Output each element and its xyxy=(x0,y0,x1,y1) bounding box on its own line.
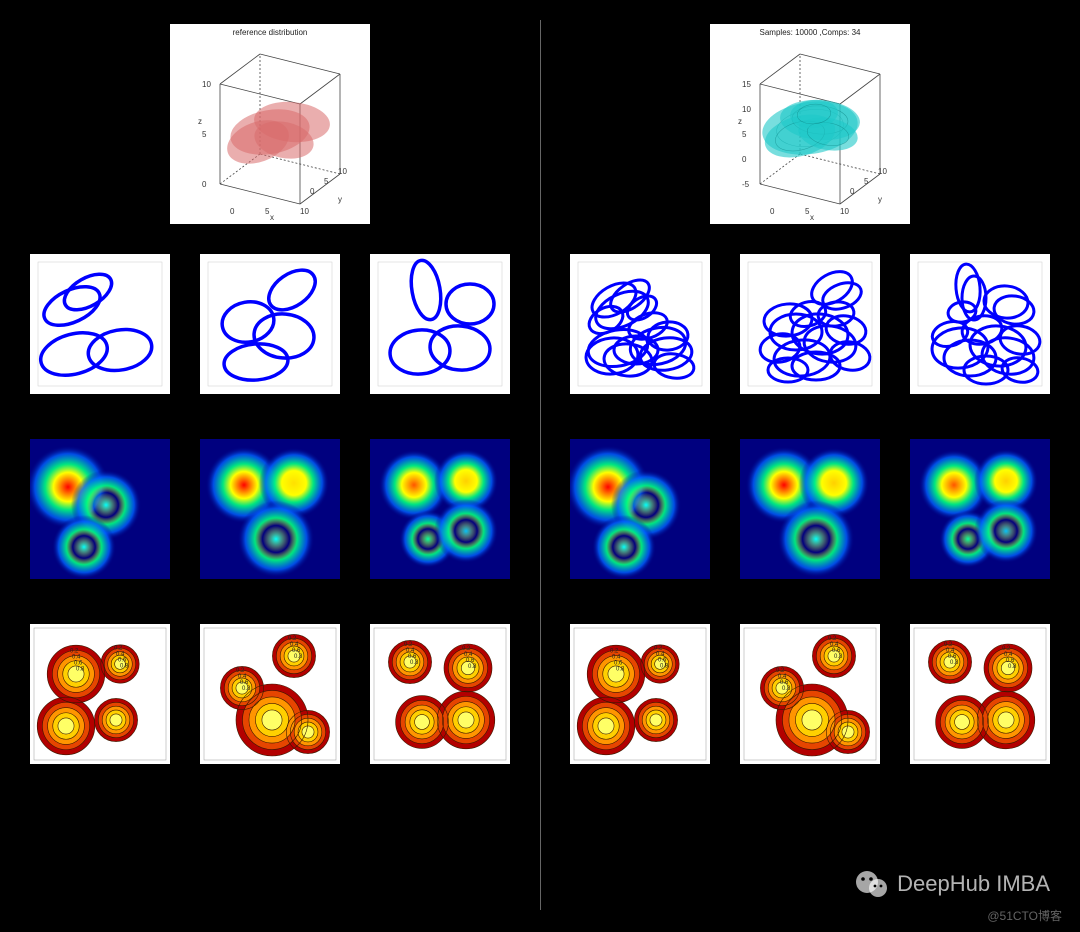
right-hero-container: Samples: 10000 ,Comps: 34 xyz-5051015051… xyxy=(710,24,910,234)
right-hero-3d: Samples: 10000 ,Comps: 34 xyz-5051015051… xyxy=(710,24,910,224)
left-ellipse-row xyxy=(0,254,540,394)
right-heatmap-row xyxy=(540,439,1080,579)
left-contour-row: 0.20.40.60.80.20.40.60.80.20.40.60.80.20… xyxy=(0,624,540,764)
svg-text:0.8: 0.8 xyxy=(834,654,843,660)
right-ellipse-cell-1 xyxy=(740,254,880,394)
left-ellipse-cell-2 xyxy=(370,254,510,394)
svg-text:x: x xyxy=(810,213,814,222)
left-heatmap-cell-2 xyxy=(370,439,510,579)
left-ellipse-cell-0 xyxy=(30,254,170,394)
svg-text:0.8: 0.8 xyxy=(1008,664,1017,670)
svg-text:x: x xyxy=(270,213,274,222)
left-heatmap-cell-1 xyxy=(200,439,340,579)
right-ellipse-cell-2 xyxy=(910,254,1050,394)
svg-text:5: 5 xyxy=(864,177,869,186)
right-panel: Samples: 10000 ,Comps: 34 xyz-5051015051… xyxy=(540,0,1080,932)
left-panel: reference distribution xyz051005100510 0… xyxy=(0,0,540,932)
svg-text:0.8: 0.8 xyxy=(120,664,129,670)
svg-text:0.8: 0.8 xyxy=(242,686,251,692)
svg-text:0.8: 0.8 xyxy=(294,654,303,660)
left-contour-cell-2: 0.20.40.60.80.20.40.60.8 xyxy=(370,624,510,764)
svg-text:0.8: 0.8 xyxy=(660,664,669,670)
right-contour-cell-0: 0.20.40.60.80.20.40.60.8 xyxy=(570,624,710,764)
svg-text:0: 0 xyxy=(310,187,315,196)
right-ellipse-cell-0 xyxy=(570,254,710,394)
right-contour-cell-2: 0.20.40.60.80.20.40.60.8 xyxy=(910,624,1050,764)
svg-text:10: 10 xyxy=(202,80,211,89)
svg-text:0: 0 xyxy=(770,207,775,216)
left-contour-cell-1: 0.20.40.60.80.20.40.60.8 xyxy=(200,624,340,764)
wechat-icon xyxy=(853,866,889,902)
svg-text:z: z xyxy=(198,117,202,126)
svg-text:10: 10 xyxy=(840,207,849,216)
svg-text:0.8: 0.8 xyxy=(410,660,419,666)
svg-text:0.8: 0.8 xyxy=(76,666,85,672)
svg-text:10: 10 xyxy=(878,167,887,176)
right-contour-row: 0.20.40.60.80.20.40.60.80.20.40.60.80.20… xyxy=(540,624,1080,764)
svg-text:10: 10 xyxy=(742,105,751,114)
svg-text:0.8: 0.8 xyxy=(468,664,477,670)
watermark: DeepHub IMBA xyxy=(853,866,1050,902)
svg-text:0.8: 0.8 xyxy=(782,686,791,692)
left-contour-cell-0: 0.20.40.60.80.20.40.60.8 xyxy=(30,624,170,764)
svg-text:5: 5 xyxy=(805,207,810,216)
svg-text:0: 0 xyxy=(202,180,207,189)
right-heatmap-cell-0 xyxy=(570,439,710,579)
svg-text:10: 10 xyxy=(338,167,347,176)
right-heatmap-cell-1 xyxy=(740,439,880,579)
svg-text:10: 10 xyxy=(300,207,309,216)
svg-text:0: 0 xyxy=(230,207,235,216)
svg-text:0: 0 xyxy=(850,187,855,196)
right-heatmap-cell-2 xyxy=(910,439,1050,579)
left-hero-3d: reference distribution xyz051005100510 xyxy=(170,24,370,224)
figure-root: reference distribution xyz051005100510 0… xyxy=(0,0,1080,932)
attribution: @51CTO博客 xyxy=(987,907,1062,924)
left-ellipse-cell-1 xyxy=(200,254,340,394)
svg-text:5: 5 xyxy=(202,130,207,139)
right-contour-cell-1: 0.20.40.60.80.20.40.60.8 xyxy=(740,624,880,764)
svg-text:0.8: 0.8 xyxy=(616,666,625,672)
svg-text:15: 15 xyxy=(742,80,751,89)
right-hero-title: Samples: 10000 ,Comps: 34 xyxy=(710,28,910,37)
watermark-text: DeepHub IMBA xyxy=(897,871,1050,897)
left-hero-title: reference distribution xyxy=(170,28,370,37)
svg-text:y: y xyxy=(338,195,342,204)
svg-text:0: 0 xyxy=(742,155,747,164)
svg-text:y: y xyxy=(878,195,882,204)
left-heatmap-row xyxy=(0,439,540,579)
svg-text:5: 5 xyxy=(742,130,747,139)
vertical-divider xyxy=(540,20,541,910)
svg-text:z: z xyxy=(738,117,742,126)
svg-text:5: 5 xyxy=(324,177,329,186)
left-heatmap-cell-0 xyxy=(30,439,170,579)
left-hero-container: reference distribution xyz051005100510 xyxy=(170,24,370,234)
svg-text:0.8: 0.8 xyxy=(950,660,959,666)
right-ellipse-row xyxy=(540,254,1080,394)
svg-text:5: 5 xyxy=(265,207,270,216)
svg-text:-5: -5 xyxy=(742,180,750,189)
